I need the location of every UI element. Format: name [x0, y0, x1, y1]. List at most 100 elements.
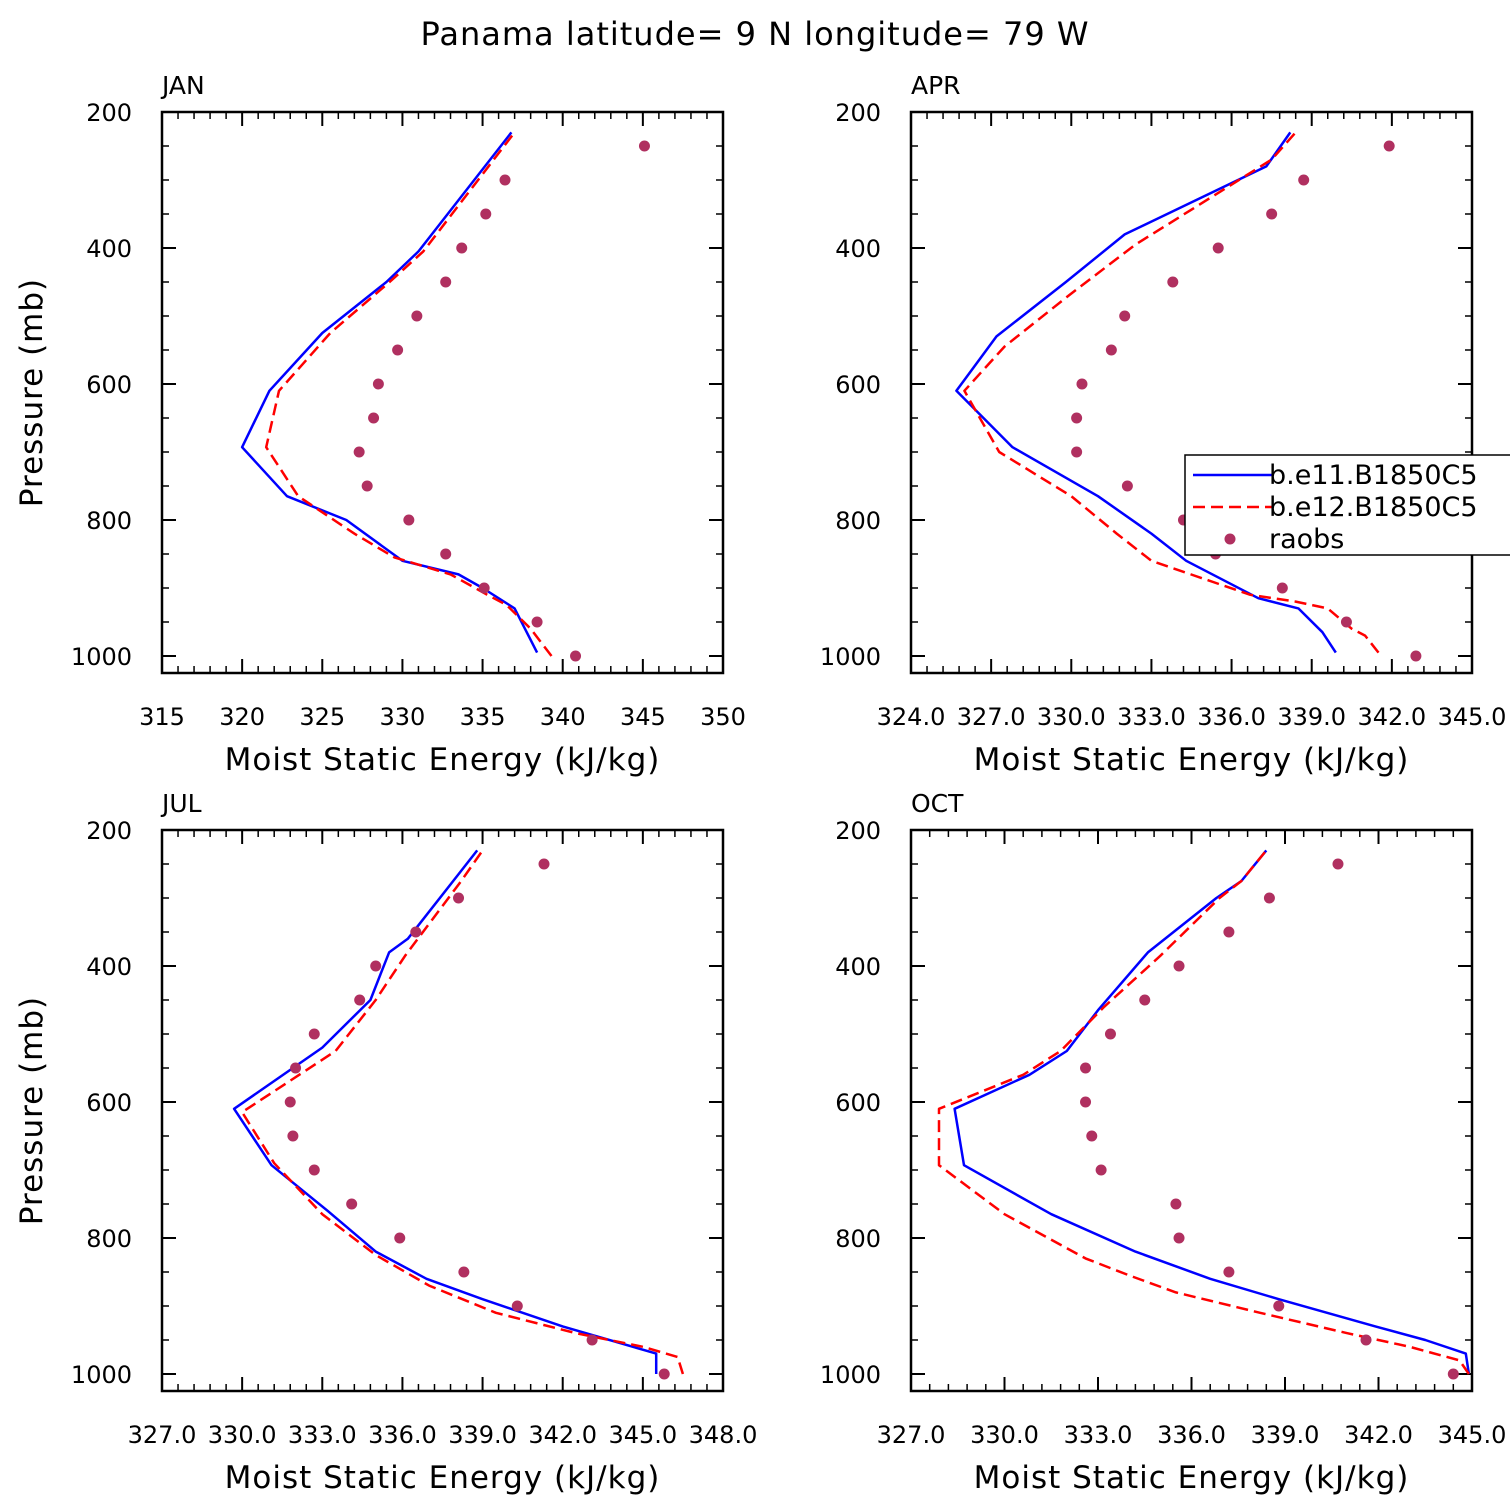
- raobs-point: [410, 926, 422, 938]
- x-tick-label: 342.0: [528, 1421, 597, 1449]
- y-tick-label: 200: [86, 99, 132, 127]
- y-tick-label: 1000: [71, 643, 132, 671]
- raobs-point: [1298, 174, 1310, 186]
- raobs-point: [1105, 344, 1117, 356]
- raobs-point: [1121, 480, 1133, 492]
- plot-frame: [909, 828, 1474, 1393]
- panel-jul: JUL 327.0 330.0 333.0 336.0 339.0 342.0 345.0 34…: [14, 789, 757, 1496]
- y-tick-label: 400: [86, 235, 132, 263]
- raobs-point: [478, 582, 490, 594]
- x-tick-label: 325: [299, 703, 345, 731]
- raobs-point: [1223, 926, 1235, 938]
- raobs-point: [1383, 140, 1395, 152]
- plot-frame: [909, 110, 1474, 675]
- raobs-point: [1167, 276, 1179, 288]
- x-tick-label: 336.0: [1157, 1421, 1226, 1449]
- raobs-point: [570, 650, 582, 662]
- raobs-point: [1119, 310, 1131, 322]
- raobs-point: [658, 1368, 670, 1380]
- raobs-point: [1104, 1028, 1116, 1040]
- y-tick-label: 600: [835, 1089, 881, 1117]
- x-tick-label: 330.0: [208, 1421, 277, 1449]
- raobs-point: [1332, 858, 1344, 870]
- legend-box: [1184, 454, 1510, 556]
- raobs-point: [1273, 1300, 1285, 1312]
- legend-label: b.e11.B1850C5: [1269, 460, 1478, 491]
- x-axis-title: Moist Static Energy (kJ/kg): [974, 1460, 1410, 1496]
- y-tick-label: 800: [835, 507, 881, 535]
- x-tick-label: 340: [540, 703, 586, 731]
- raobs-point: [1340, 616, 1352, 628]
- panel-apr: APR 324.0 327.0 330.0 333.0 336.0 339.0 342.0 34…: [820, 71, 1506, 778]
- x-tick-label: 342.0: [1344, 1421, 1413, 1449]
- y-tick-label: 400: [835, 235, 881, 263]
- legend-label: raobs: [1269, 524, 1344, 555]
- series-line-b-e12: [264, 131, 553, 657]
- raobs-point: [1223, 1266, 1235, 1278]
- raobs-point: [1173, 960, 1185, 972]
- raobs-point: [354, 994, 366, 1006]
- panels: JAN 315 320 325 330 335 340 345 350 200 400 600 800 1…: [14, 71, 1506, 1496]
- x-axis-title: Moist Static Energy (kJ/kg): [225, 1460, 661, 1496]
- x-tick-label: 348.0: [689, 1421, 758, 1449]
- raobs-point: [1263, 892, 1275, 904]
- y-tick-label: 800: [835, 1225, 881, 1253]
- x-tick-label: 315: [139, 703, 185, 731]
- y-tick-label: 600: [86, 1089, 132, 1117]
- raobs-point: [1360, 1334, 1372, 1346]
- panel-title: APR: [911, 71, 961, 100]
- series-line-b-e12: [963, 131, 1380, 654]
- raobs-point: [1086, 1130, 1098, 1142]
- x-tick-label: 345.0: [1438, 1421, 1507, 1449]
- y-tick-label: 800: [86, 507, 132, 535]
- series-line-b-e11: [232, 849, 658, 1374]
- y-axis-title: Pressure (mb): [14, 278, 50, 507]
- panel-oct: OCT 327.0 330.0 333.0 336.0 339.0 342.0 345.0 20…: [820, 789, 1506, 1496]
- raobs-point: [1071, 446, 1083, 458]
- raobs-point: [1076, 378, 1088, 390]
- x-tick-label: 333.0: [1064, 1421, 1133, 1449]
- raobs-point: [638, 140, 650, 152]
- raobs-point: [392, 344, 404, 356]
- plot-frame: [160, 110, 725, 675]
- x-tick-label: 345: [620, 703, 666, 731]
- raobs-point: [1276, 582, 1288, 594]
- y-tick-label: 200: [86, 817, 132, 845]
- x-tick-label: 339.0: [448, 1421, 517, 1449]
- figure-title: Panama latitude= 9 N longitude= 79 W: [421, 15, 1090, 53]
- y-tick-label: 400: [835, 953, 881, 981]
- x-tick-label: 333.0: [288, 1421, 357, 1449]
- raobs-point: [346, 1198, 358, 1210]
- raobs-point: [403, 514, 415, 526]
- x-tick-label: 345.0: [1438, 703, 1507, 731]
- y-axis-title: Pressure (mb): [14, 996, 50, 1225]
- raobs-point: [361, 480, 373, 492]
- raobs-point: [538, 858, 550, 870]
- legend-label: b.e12.B1850C5: [1269, 492, 1478, 523]
- raobs-point: [284, 1096, 296, 1108]
- y-tick-label: 600: [835, 371, 881, 399]
- x-tick-label: 339.0: [1277, 703, 1346, 731]
- raobs-point: [290, 1062, 302, 1074]
- raobs-point: [370, 960, 382, 972]
- plot-data: [955, 131, 1422, 662]
- x-tick-label: 330.0: [970, 1421, 1039, 1449]
- x-tick-label: 320: [219, 703, 265, 731]
- raobs-point: [499, 174, 511, 186]
- x-tick-label: 336.0: [1197, 703, 1266, 731]
- raobs-point: [1080, 1062, 1092, 1074]
- panel-title: JUL: [160, 789, 202, 818]
- panel-title: OCT: [911, 789, 964, 818]
- x-tick-label: 339.0: [1251, 1421, 1320, 1449]
- raobs-point: [440, 276, 452, 288]
- series-line-b-e11: [953, 849, 1471, 1375]
- series-line-b-e11: [955, 131, 1337, 654]
- raobs-point: [1447, 1368, 1459, 1380]
- y-tick-label: 200: [835, 99, 881, 127]
- panel-title: JAN: [160, 71, 205, 100]
- x-tick-label: 327.0: [877, 1421, 946, 1449]
- raobs-point: [1071, 412, 1083, 424]
- y-tick-label: 1000: [820, 1361, 881, 1389]
